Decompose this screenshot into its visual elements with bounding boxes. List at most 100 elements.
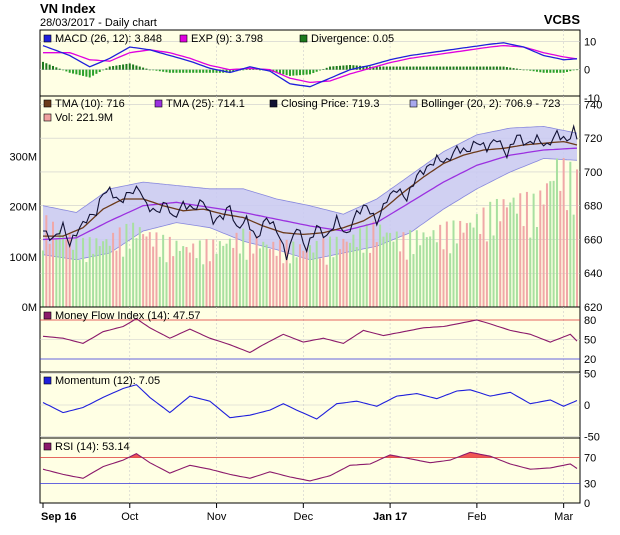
volume-bar <box>359 228 362 307</box>
macd-legend-label: EXP (9): 3.798 <box>191 33 263 45</box>
closing-price-line <box>42 124 578 261</box>
volume-bar <box>198 240 201 307</box>
price-tick-label: 660 <box>584 234 602 246</box>
mfi-tick-label: 80 <box>584 315 596 327</box>
volume-bar <box>48 243 51 307</box>
volume-bar <box>329 236 332 307</box>
divergence-bar <box>275 69 278 73</box>
volume-bar <box>202 264 205 307</box>
volume-tick-label: 0M <box>22 302 37 314</box>
divergence-bar <box>455 66 458 70</box>
volume-bar <box>419 245 422 307</box>
price-legend-label: Closing Price: 719.3 <box>281 98 379 110</box>
divergence-bar <box>329 66 332 70</box>
volume-bar <box>95 238 98 307</box>
divergence-bar <box>335 66 338 70</box>
volume-bar <box>389 233 392 307</box>
divergence-bar <box>98 69 101 73</box>
divergence-bar <box>302 69 305 75</box>
divergence-bar <box>172 69 175 73</box>
divergence-bar <box>118 64 121 70</box>
price-legend-swatch <box>409 99 418 108</box>
volume-bar <box>489 201 492 307</box>
divergence-bar <box>495 66 498 70</box>
volume-bar <box>455 243 458 307</box>
mfi-line <box>42 318 578 354</box>
price-tick-label: 740 <box>584 99 602 111</box>
volume-bar <box>225 243 228 307</box>
divergence-bar <box>178 69 181 73</box>
price-tick-label: 680 <box>584 201 602 213</box>
divergence-bar <box>85 69 88 77</box>
mfi-legend-label: Money Flow Index (14): 47.57 <box>55 310 201 322</box>
volume-bar <box>105 239 108 307</box>
volume-bar <box>55 238 58 307</box>
rsi-tick-label: 0 <box>584 498 590 510</box>
divergence-bar <box>375 66 378 70</box>
x-axis-label: Feb <box>467 511 486 523</box>
momentum-tick-label: -50 <box>584 432 600 444</box>
volume-bar <box>295 257 298 307</box>
volume-bar <box>399 251 402 307</box>
divergence-bar <box>58 68 61 70</box>
volume-bar <box>178 250 181 307</box>
divergence-bar <box>555 69 558 73</box>
divergence-bar <box>389 66 392 70</box>
volume-bar <box>382 236 385 307</box>
divergence-bar <box>78 69 81 76</box>
divergence-bar <box>105 68 108 70</box>
volume-bar <box>242 228 245 307</box>
volume-bar <box>342 238 345 307</box>
divergence-bar <box>142 67 145 70</box>
divergence-bar <box>52 65 55 70</box>
rsi-legend-swatch <box>43 442 52 451</box>
volume-bar <box>108 245 111 307</box>
rsi-overbought-fill <box>43 452 577 458</box>
volume-bar <box>529 237 532 307</box>
divergence-bar <box>115 65 118 70</box>
mfi-legend-swatch <box>43 311 52 320</box>
volume-bar <box>65 239 68 307</box>
volume-bar <box>309 245 311 307</box>
volume-bar <box>188 252 191 307</box>
volume-bar <box>62 235 65 307</box>
divergence-bar <box>62 69 65 71</box>
volume-bar <box>288 263 291 307</box>
divergence-bar <box>282 69 285 75</box>
volume-tick-label: 100M <box>9 252 37 264</box>
volume-bar <box>305 247 308 307</box>
x-axis-label: Mar <box>554 511 573 523</box>
volume-bar <box>168 236 171 307</box>
volume-bar <box>425 237 428 307</box>
price-legend-swatch <box>154 99 163 108</box>
divergence-bar <box>292 69 295 76</box>
divergence-bar <box>445 66 448 70</box>
macd-tick-label: 10 <box>584 36 596 48</box>
macd-legend-label: Divergence: 0.05 <box>311 33 394 45</box>
price-legend-label: Bollinger (20, 2): 706.9 - 723 <box>421 98 560 110</box>
volume-bar <box>298 244 301 307</box>
divergence-bar <box>399 66 402 70</box>
divergence-bar <box>95 69 98 74</box>
divergence-bar <box>65 69 68 72</box>
divergence-bar <box>332 66 335 70</box>
divergence-bar <box>88 69 91 78</box>
volume-bar <box>278 239 281 307</box>
volume-bar <box>375 242 378 307</box>
volume-bar <box>365 223 368 307</box>
price-legend-label: Vol: 221.9M <box>55 112 113 124</box>
rsi-tick-label: 70 <box>584 453 596 465</box>
volume-bar <box>182 246 185 307</box>
price-tick-label: 620 <box>584 302 602 314</box>
volume-bar <box>512 197 515 307</box>
volume-bar <box>132 222 135 307</box>
divergence-bar <box>432 66 435 70</box>
divergence-bar <box>68 69 71 73</box>
macd-legend-swatch <box>43 34 52 43</box>
divergence-bar <box>502 66 505 70</box>
divergence-bar <box>422 66 425 70</box>
price-tick-label: 700 <box>584 167 602 179</box>
divergence-bar <box>342 65 345 70</box>
volume-bar <box>552 180 555 307</box>
divergence-bar <box>479 66 482 70</box>
